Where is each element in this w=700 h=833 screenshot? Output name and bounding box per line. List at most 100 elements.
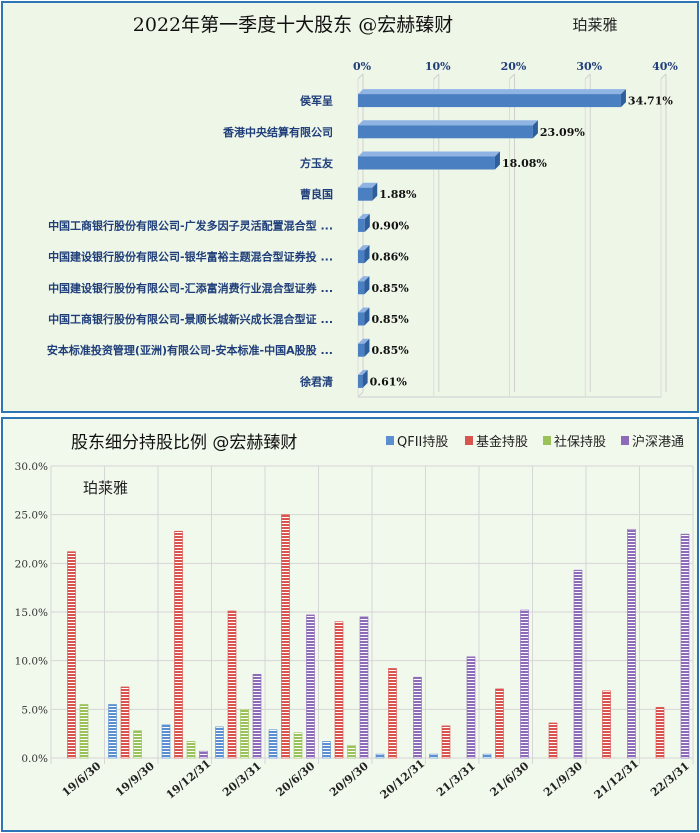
top-chart-brand: 珀莱雅 xyxy=(572,16,617,34)
bottom-bar xyxy=(306,614,315,759)
bottom-y-tick-label: 10.0% xyxy=(15,656,48,668)
shareholder-bar xyxy=(358,369,368,388)
bottom-chart-brand: 珀莱雅 xyxy=(83,479,128,497)
bottom-bar xyxy=(388,668,397,759)
bar-value-label: 0.85% xyxy=(371,313,409,326)
bottom-bar xyxy=(281,514,290,759)
bottom-x-tick-label: 21/12/31 xyxy=(592,757,642,802)
bottom-bar xyxy=(441,725,451,759)
bar-side-face xyxy=(532,120,538,139)
shareholder-bar xyxy=(358,276,370,295)
top-x-tick-label: 10% xyxy=(425,60,451,73)
bar-value-label: 18.08% xyxy=(502,157,547,170)
bar-front-face xyxy=(358,187,373,201)
legend-label: 基金持股 xyxy=(476,434,528,450)
shareholder-bar xyxy=(358,307,370,326)
bar-top-face xyxy=(358,89,626,95)
shareholder-name-label: 方玉友 xyxy=(300,156,333,170)
bottom-bar xyxy=(359,616,369,759)
bar-side-face xyxy=(494,151,500,170)
bottom-bar xyxy=(215,726,224,759)
bottom-bar xyxy=(186,741,196,759)
legend-entry: 基金持股 xyxy=(465,434,528,450)
bottom-bar xyxy=(133,730,142,759)
shareholder-bar xyxy=(358,338,370,357)
bottom-bar xyxy=(199,750,208,759)
bar-front-face xyxy=(358,250,365,264)
legend-label: 社保持股 xyxy=(554,434,606,450)
shareholder-name-label: 中国建设银行股份有限公司-银华富裕主题混合型证券投 ... xyxy=(48,250,333,264)
bottom-y-tick-label: 25.0% xyxy=(15,510,48,522)
bottom-x-tick-label: 20/12/31 xyxy=(378,757,428,802)
top-gridline xyxy=(433,73,440,80)
bar-side-face xyxy=(364,213,370,232)
bottom-bar xyxy=(573,569,583,759)
bottom-bar xyxy=(520,609,529,759)
legend-label: QFII持股 xyxy=(397,435,448,450)
bar-side-face xyxy=(364,276,370,295)
bottom-bar xyxy=(67,551,76,759)
legend-swatch xyxy=(465,436,473,445)
legend-swatch xyxy=(543,436,551,445)
bar-value-label: 23.09% xyxy=(540,126,585,139)
bottom-bar xyxy=(161,724,171,759)
bar-value-label: 1.88% xyxy=(379,188,417,201)
bottom-x-tick-label: 21/6/30 xyxy=(488,759,532,799)
bottom-bar xyxy=(482,753,492,759)
shareholder-bar xyxy=(358,245,370,264)
bar-value-label: 0.85% xyxy=(371,344,409,357)
bottom-y-tick-label: 5.0% xyxy=(21,704,48,716)
shareholder-name-label: 安本标准投资管理(亚洲)有限公司-安本标准-中国A股股 ... xyxy=(47,343,333,357)
shareholder-bar xyxy=(358,182,378,201)
bar-top-face xyxy=(358,276,370,282)
bottom-bar xyxy=(495,688,504,759)
bar-top-face xyxy=(358,213,370,219)
shareholder-name-label: 中国建设银行股份有限公司-汇添富消费行业混合型证券 ... xyxy=(48,281,333,295)
bottom-chart-panel: 股东细分持股比例 @宏赫臻财 珀莱雅 QFII持股 基金持股 社保持股 沪深港通 0.… xyxy=(1,417,699,832)
bottom-bar xyxy=(627,528,636,759)
top-x-tick-label: 20% xyxy=(501,60,527,73)
shareholder-name-label: 徐君清 xyxy=(299,374,333,388)
shareholder-bar xyxy=(358,151,500,170)
bottom-x-tick-label: 21/9/30 xyxy=(541,759,585,799)
bar-front-face xyxy=(358,343,365,357)
bottom-bar xyxy=(680,533,690,759)
shareholder-bar xyxy=(358,89,626,108)
bottom-x-tick-label: 20/9/30 xyxy=(327,759,371,799)
bar-top-face xyxy=(358,151,500,157)
shareholder-name-label: 侯军呈 xyxy=(300,94,333,108)
bar-top-face xyxy=(358,307,370,313)
bottom-bar xyxy=(429,753,438,759)
bottom-y-tick-label: 0.0% xyxy=(21,753,48,765)
bar-top-face xyxy=(358,338,370,344)
bar-value-label: 0.90% xyxy=(372,219,410,232)
bottom-bar xyxy=(120,686,130,759)
bottom-x-tick-label: 19/9/30 xyxy=(113,759,157,799)
bar-side-face xyxy=(364,307,370,326)
bottom-y-tick-label: 30.0% xyxy=(15,461,48,473)
bottom-bar xyxy=(375,753,385,759)
top-x-tick-label: 30% xyxy=(576,60,602,73)
legend-label: 沪深港通 xyxy=(632,434,684,450)
bar-top-face xyxy=(358,182,378,188)
bottom-x-tick-label: 19/6/30 xyxy=(60,759,104,799)
bottom-x-tick-label: 20/3/31 xyxy=(220,759,264,799)
bottom-bar xyxy=(268,729,278,759)
shareholder-name-label: 中国工商银行股份有限公司-广发多因子灵活配置混合型 ... xyxy=(48,218,333,232)
top-gridline xyxy=(509,73,515,80)
bottom-x-tick-label: 22/3/31 xyxy=(648,759,692,799)
bar-front-face xyxy=(358,312,365,326)
bar-side-face xyxy=(620,89,626,108)
shareholder-bar xyxy=(358,213,370,232)
legend-swatch xyxy=(621,436,629,445)
legend-swatch xyxy=(386,436,394,445)
bottom-bar xyxy=(347,745,356,759)
bar-front-face xyxy=(358,218,365,232)
bar-front-face xyxy=(358,94,621,108)
shareholder-breakdown-chart: 股东细分持股比例 @宏赫臻财 珀莱雅 QFII持股 基金持股 社保持股 沪深港通 0.… xyxy=(15,433,694,802)
bottom-bar xyxy=(413,676,422,759)
bottom-y-tick-label: 15.0% xyxy=(15,607,48,619)
bar-front-face xyxy=(358,374,363,388)
bar-top-face xyxy=(358,369,368,375)
bottom-bar xyxy=(174,530,183,759)
